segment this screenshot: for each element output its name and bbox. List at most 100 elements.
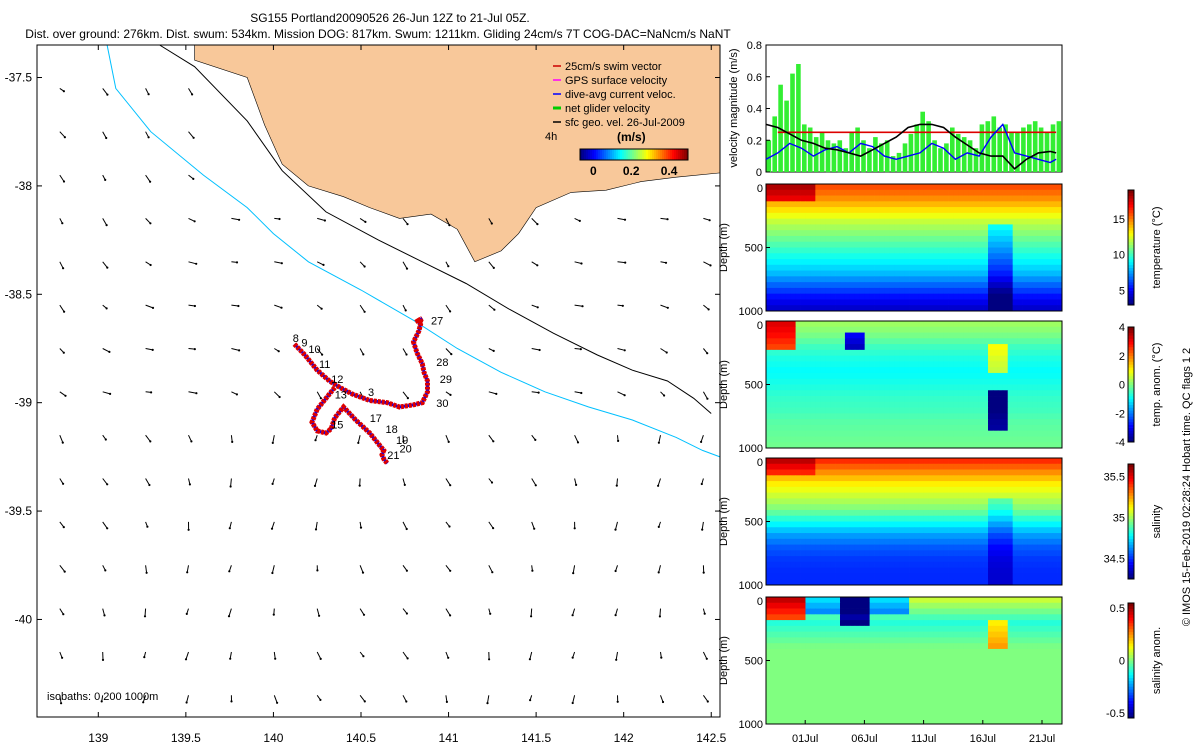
- heatmap-cell: [938, 332, 944, 339]
- heatmap-cell: [770, 241, 777, 248]
- heatmap-cell: [899, 573, 905, 580]
- heatmap-cell: [928, 424, 935, 432]
- heatmap-cell: [830, 293, 836, 300]
- colorbar-cell: [1128, 250, 1134, 254]
- heatmap-cell: [790, 544, 796, 551]
- heatmap-cell: [1042, 458, 1048, 465]
- heatmap-cell: [1037, 608, 1043, 615]
- heatmap-cell: [1002, 299, 1009, 306]
- heatmap-cell: [859, 481, 866, 488]
- heatmap-cell: [988, 614, 994, 621]
- geo-arrow-head: [538, 348, 541, 352]
- heatmap-cell: [938, 515, 944, 522]
- heatmap-cell: [1022, 475, 1028, 482]
- heatmap-cell: [938, 218, 944, 225]
- geo-arrow-head: [537, 391, 540, 394]
- heatmap-cell: [869, 201, 875, 208]
- heatmap-cell: [918, 207, 925, 214]
- heatmap-cell: [1017, 224, 1023, 231]
- heatmap-cell: [1052, 390, 1058, 397]
- heatmap-cell: [983, 538, 989, 545]
- heatmap-cell: [820, 533, 826, 540]
- heatmap-cell: [795, 372, 801, 380]
- heatmap-cell: [800, 469, 806, 476]
- heatmap-cell: [869, 544, 875, 551]
- heatmap-cell: [933, 413, 940, 420]
- heatmap-cell: [1012, 475, 1018, 482]
- heatmap-cell: [874, 326, 880, 333]
- heatmap-cell: [933, 282, 940, 289]
- heatmap-cell: [918, 184, 925, 191]
- heatmap-cell: [840, 498, 846, 505]
- heatmap-cell: [864, 458, 870, 465]
- heatmap-cell: [1047, 407, 1053, 414]
- map-colorbar-cell: [628, 149, 631, 160]
- geo-arrow: [273, 391, 280, 398]
- heatmap-cell: [810, 344, 816, 351]
- heatmap-cell: [928, 332, 935, 339]
- net-glider-velocity-bars: [766, 64, 1062, 173]
- geo-arrow: [357, 435, 361, 444]
- heatmap-cell: [938, 276, 944, 283]
- heatmap-cell: [958, 378, 964, 385]
- heatmap-cell: [938, 361, 944, 368]
- heatmap-cell: [840, 235, 846, 243]
- heatmap-cell: [1057, 390, 1063, 397]
- geo-arrow: [659, 608, 661, 617]
- track-day-label: 10: [308, 344, 320, 356]
- heatmap-cell: [953, 305, 959, 312]
- heatmap-cell: [770, 189, 777, 196]
- heatmap-cell: [894, 321, 900, 328]
- heatmap-cell: [835, 396, 841, 403]
- colorbar-cell: [1128, 401, 1134, 405]
- heatmap-cell: [854, 504, 861, 511]
- heatmap-cell: [1002, 195, 1009, 202]
- heatmap-cell: [1052, 608, 1058, 615]
- heatmap-cell: [889, 282, 895, 289]
- heatmap-cell: [780, 561, 787, 569]
- heatmap-cell: [1037, 430, 1043, 437]
- heatmap-cell: [835, 492, 841, 499]
- heatmap-cell: [825, 544, 831, 551]
- heatmap-cell: [988, 481, 994, 488]
- heatmap-cell: [795, 556, 801, 563]
- heatmap-cell: [889, 253, 895, 260]
- map-colorbar-cell: [630, 149, 633, 160]
- heatmap-cell: [859, 597, 866, 604]
- heatmap-cell: [973, 189, 979, 196]
- heatmap-cell: [849, 195, 856, 202]
- heatmap-cell: [948, 475, 954, 482]
- heatmap-cell: [1012, 533, 1018, 540]
- heatmap-cell: [1057, 224, 1063, 231]
- heatmap-cell: [958, 396, 964, 403]
- geo-arrow-head: [63, 136, 66, 139]
- heatmap-cell: [884, 561, 890, 569]
- heatmap-cell: [894, 561, 900, 569]
- heatmap-cell: [918, 299, 925, 306]
- heatmap-cell: [766, 515, 772, 522]
- heatmap-cell: [859, 264, 866, 271]
- heatmap-cell: [914, 189, 920, 196]
- heatmap-cell: [904, 201, 910, 208]
- colorbar-cell: [1128, 475, 1134, 479]
- heatmap-cell: [810, 486, 816, 494]
- heatmap-cell: [988, 458, 994, 465]
- heatmap-cell: [874, 195, 880, 202]
- heatmap-cell: [997, 293, 1004, 300]
- heatmap-cell: [805, 550, 811, 557]
- heatmap-cell: [1032, 195, 1038, 202]
- heatmap-cell: [909, 475, 915, 482]
- heatmap-cell: [790, 230, 796, 237]
- heatmap-cell: [889, 390, 895, 397]
- heatmap-cell: [988, 419, 994, 426]
- geo-arrow: [228, 608, 232, 617]
- heatmap-cell: [1047, 498, 1053, 505]
- heatmap-cell: [869, 573, 875, 580]
- heatmap-cell: [1052, 326, 1058, 333]
- heatmap-cell: [938, 436, 944, 443]
- heatmap-cell: [859, 498, 866, 505]
- heatmap-cell: [978, 498, 984, 505]
- heatmap-cell: [780, 390, 787, 397]
- heatmap-cell: [869, 515, 875, 522]
